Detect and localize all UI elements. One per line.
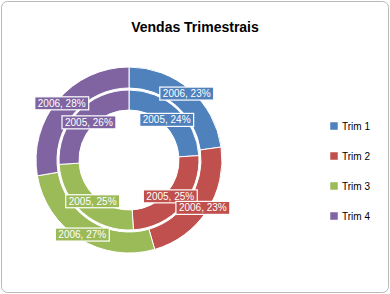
data-label: 2005, 24% bbox=[140, 113, 194, 126]
data-label-box bbox=[160, 87, 214, 100]
legend-swatch bbox=[330, 122, 338, 130]
data-label: 2006, 23% bbox=[160, 87, 214, 100]
chart-title: Vendas Trimestrais bbox=[131, 19, 259, 35]
data-label-text: 2005, 25% bbox=[146, 191, 194, 202]
legend-label: Trim 2 bbox=[342, 151, 370, 162]
data-label-text: 2006, 23% bbox=[163, 88, 211, 99]
legend-label: Trim 4 bbox=[342, 211, 370, 222]
data-label-box bbox=[66, 195, 120, 208]
data-labels: 2005, 24% 2005, 25% 2005, 25% 2005, 26% 2006… bbox=[35, 87, 230, 241]
data-label-box bbox=[176, 201, 230, 214]
doughnut-slice bbox=[36, 67, 129, 176]
data-label-text: 2005, 25% bbox=[69, 196, 117, 207]
doughnut-slice bbox=[129, 67, 221, 150]
data-label-box bbox=[140, 113, 194, 126]
legend: Trim 1 Trim 2 Trim 3 Trim 4 bbox=[330, 121, 370, 222]
data-label-text: 2005, 26% bbox=[65, 117, 113, 128]
data-label-text: 2006, 28% bbox=[38, 98, 86, 109]
data-label-text: 2006, 23% bbox=[179, 202, 227, 213]
data-label-box bbox=[62, 116, 116, 129]
legend-label: Trim 1 bbox=[342, 121, 370, 132]
data-label-text: 2005, 24% bbox=[143, 114, 191, 125]
legend-label: Trim 3 bbox=[342, 181, 370, 192]
data-label: 2006, 23% bbox=[176, 201, 230, 214]
chart-frame bbox=[2, 2, 389, 293]
data-label-box bbox=[55, 228, 109, 241]
data-label: 2005, 25% bbox=[66, 195, 120, 208]
data-label: 2005, 26% bbox=[62, 116, 116, 129]
legend-swatch bbox=[330, 152, 338, 160]
legend-swatch bbox=[330, 182, 338, 190]
data-label: 2006, 28% bbox=[35, 97, 89, 110]
legend-swatch bbox=[330, 212, 338, 220]
plot bbox=[36, 67, 222, 253]
chart: Vendas Trimestrais2005, 24%2005, 25%2005… bbox=[0, 0, 390, 294]
data-label-text: 2006, 27% bbox=[58, 229, 106, 240]
ring bbox=[36, 67, 222, 253]
data-label-box bbox=[35, 97, 89, 110]
data-label: 2006, 27% bbox=[55, 228, 109, 241]
doughnut-slice bbox=[37, 172, 154, 253]
